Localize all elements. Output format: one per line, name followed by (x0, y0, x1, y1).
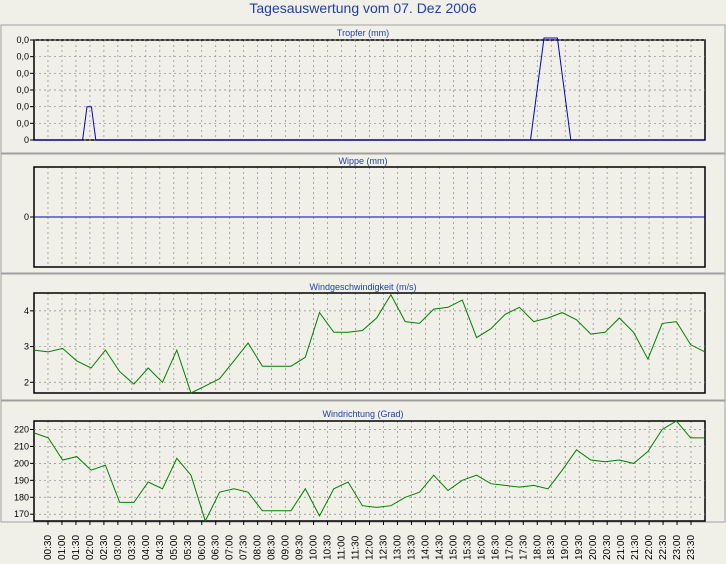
panel-frame (0, 400, 726, 523)
panel-frame (0, 24, 726, 154)
series-line (34, 106, 705, 141)
x-tick-label: 17:30 (518, 535, 529, 560)
y-tick-label: 180 (14, 492, 29, 502)
x-tick-label: 03:00 (113, 535, 124, 560)
x-tick-label: 12:00 (365, 535, 376, 560)
panel-title: Windgeschwindigkeit (m/s) (309, 282, 416, 292)
x-tick-label: 04:00 (141, 535, 152, 560)
y-tick-label: 0,0 (16, 52, 29, 62)
y-tick-label: 190 (14, 475, 29, 485)
x-tick-label: 14:30 (434, 535, 445, 560)
panel-frame (0, 153, 726, 274)
y-tick-label: 0,0 (16, 35, 29, 45)
x-tick-label: 07:00 (225, 535, 236, 560)
series-line-peak (530, 37, 572, 141)
x-tick-label: 15:00 (448, 535, 459, 560)
y-tick-label: 0,0 (16, 118, 29, 128)
x-tick-label: 16:30 (490, 535, 501, 560)
chart-panel-3: Windgeschwindigkeit (m/s) 2 3 4 (0, 273, 726, 401)
y-tick-label: 210 (14, 441, 29, 451)
y-tick-label: 0 (24, 135, 29, 145)
chart-panel-2: Wippe (mm) 0 (0, 153, 726, 274)
x-tick-label: 22:30 (658, 535, 669, 560)
x-tick-label: 19:30 (574, 535, 585, 560)
x-tick-label: 07:30 (239, 535, 250, 560)
x-tick-label: 10:00 (309, 535, 320, 560)
x-tick-label: 14:00 (420, 535, 431, 560)
x-tick-label: 11:30 (351, 535, 362, 560)
x-tick-label: 01:30 (71, 535, 82, 560)
x-tick-label: 16:00 (476, 535, 487, 560)
chart-panel-4: Windrichtung (Grad) 170 180 190 200 210 220 (0, 400, 726, 523)
x-tick-label: 11:00 (337, 535, 348, 560)
chart-panel-1: Tropfer (mm) 0 0,0 0,0 0,0 0,0 0,0 0,0 (0, 24, 726, 154)
panel-title: Wippe (mm) (339, 156, 388, 166)
x-tick-label: 21:00 (616, 535, 627, 560)
y-tick-label: 200 (14, 458, 29, 468)
chart-main-title: Tagesauswertung vom 07. Dez 2006 (249, 0, 477, 16)
y-tick-label: 0,0 (16, 68, 29, 78)
x-tick-label: 13:30 (406, 535, 417, 560)
x-tick-label: 20:00 (588, 535, 599, 560)
y-tick-label: 4 (24, 306, 29, 316)
x-tick-label: 05:00 (169, 535, 180, 560)
panel-title: Tropfer (mm) (337, 28, 389, 38)
x-tick-label: 03:30 (127, 535, 138, 560)
x-tick-label: 13:00 (392, 535, 403, 560)
x-tick-label: 09:30 (295, 535, 306, 560)
series-line (33, 420, 705, 523)
y-tick-label: 0 (24, 212, 29, 222)
x-tick-label: 08:30 (267, 535, 278, 560)
x-tick-label: 01:00 (57, 535, 68, 560)
panel-title: Windrichtung (Grad) (322, 409, 403, 419)
x-tick-label: 18:00 (532, 535, 543, 560)
x-tick-label: 23:30 (686, 535, 697, 560)
x-tick-label: 15:30 (462, 535, 473, 560)
x-tick-label: 21:30 (630, 535, 641, 560)
plot-area-border (33, 292, 706, 394)
x-tick-label: 06:30 (211, 535, 222, 560)
x-tick-label: 23:00 (672, 535, 683, 560)
series-line (33, 293, 706, 394)
x-tick-label: 06:00 (197, 535, 208, 560)
x-tick-label: 17:00 (504, 535, 515, 560)
x-tick-label: 00:30 (43, 535, 54, 560)
y-tick-label: 0,0 (16, 102, 29, 112)
x-tick-label: 12:30 (378, 535, 389, 560)
x-tick-label: 20:30 (602, 535, 613, 560)
x-tick-label: 09:00 (281, 535, 292, 560)
y-tick-label: 3 (24, 342, 29, 352)
x-tick-label: 19:00 (560, 535, 571, 560)
x-tick-label: 02:30 (99, 535, 110, 560)
x-tick-label: 22:00 (644, 535, 655, 560)
x-tick-label: 02:00 (85, 535, 96, 560)
y-tick-label: 220 (14, 424, 29, 434)
y-tick-label: 170 (14, 509, 29, 519)
x-tick-label: 05:30 (183, 535, 194, 560)
x-tick-label: 08:00 (253, 535, 264, 560)
y-tick-label: 2 (24, 377, 29, 387)
x-tick-label: 04:30 (155, 535, 166, 560)
y-tick-label: 0,0 (16, 85, 29, 95)
panel-frame (0, 273, 726, 401)
x-tick-label: 18:30 (546, 535, 557, 560)
x-tick-label: 10:30 (323, 535, 334, 560)
x-axis: 00:30 01:00 01:30 02:00 02:30 03:00 03:30 04:00… (43, 521, 697, 560)
